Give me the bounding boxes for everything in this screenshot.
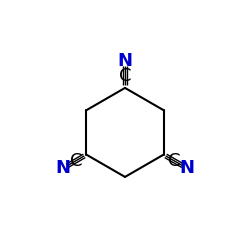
Text: N: N [56,159,70,177]
Text: C: C [70,152,82,170]
Text: C: C [119,67,131,85]
Text: N: N [118,52,132,70]
Text: N: N [180,159,194,177]
Text: C: C [168,152,180,170]
